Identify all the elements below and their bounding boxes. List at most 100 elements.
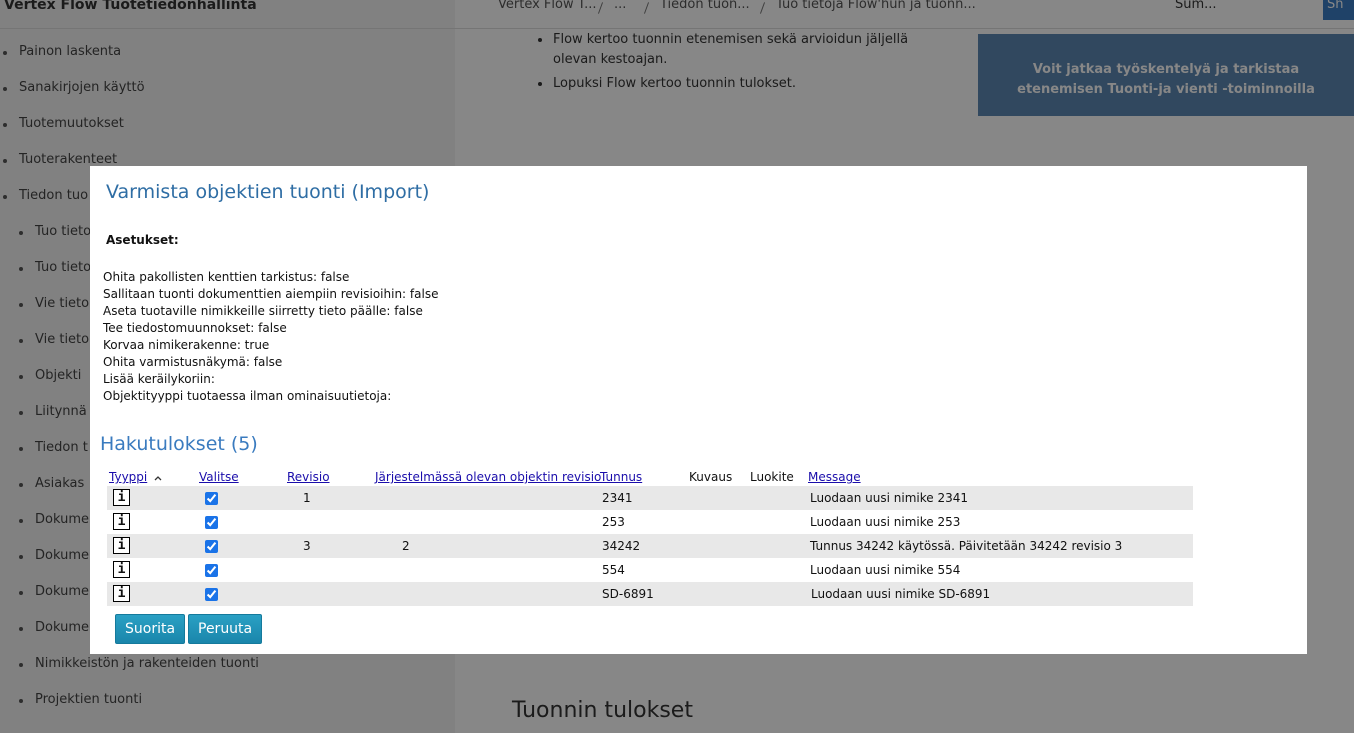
sidebar-item[interactable]: Dokume <box>35 512 89 527</box>
sidebar-bullet <box>19 591 23 595</box>
sidebar-bullet <box>19 447 23 451</box>
sidebar-bullet <box>19 339 23 343</box>
info-icon[interactable]: i <box>113 585 130 602</box>
info-icon[interactable]: i <box>113 489 130 506</box>
sidebar-bullet <box>19 627 23 631</box>
column-header[interactable]: Valitse <box>199 470 239 484</box>
cell-message: Luodaan uusi nimike 554 <box>810 563 961 577</box>
sidebar-bullet <box>19 555 23 559</box>
sidebar-bullet <box>3 195 7 199</box>
results-table: Tyyppi Valitse Revisio Järjestelmässä oleva… <box>107 466 1193 606</box>
dialog: Varmista objektien tuonti (Import) Asetu… <box>90 166 1307 654</box>
select-checkbox[interactable] <box>205 516 218 529</box>
info-icon[interactable]: i <box>113 537 130 554</box>
column-header: Luokite <box>750 470 794 484</box>
cell-system-revision: 2 <box>402 539 410 553</box>
sidebar-item[interactable]: Tuo tieto <box>35 260 92 275</box>
sidebar-item[interactable]: Liitynnä <box>35 404 87 419</box>
cell-id: 554 <box>602 563 625 577</box>
select-checkbox[interactable] <box>205 540 218 553</box>
sidebar-item[interactable]: Projektien tuonti <box>35 692 143 707</box>
cell-message: Luodaan uusi nimike 2341 <box>810 491 968 505</box>
content-heading: Tuonnin tulokset <box>512 698 693 723</box>
sidebar-item[interactable]: Tiedon t <box>35 440 88 455</box>
run-button[interactable]: Suorita <box>115 614 186 644</box>
setting-line: Korvaa nimikerakenne: true <box>103 338 270 352</box>
sidebar-item[interactable]: Sanakirjojen käyttö <box>19 80 145 95</box>
info-icon[interactable]: i <box>113 513 130 530</box>
column-header: Kuvaus <box>689 470 733 484</box>
sidebar-item[interactable]: Vie tieto <box>35 296 90 311</box>
notice-panel <box>978 34 1354 116</box>
results-heading: Hakutulokset (5) <box>100 433 258 455</box>
cancel-button[interactable]: Peruuta <box>188 614 263 644</box>
select-checkbox[interactable] <box>205 564 218 577</box>
sidebar-item[interactable]: Painon laskenta <box>19 44 122 59</box>
sidebar-bullet <box>19 375 23 379</box>
column-header[interactable]: Tunnus <box>600 470 643 484</box>
setting-line: Ohita pakollisten kenttien tarkistus: fa… <box>103 270 350 284</box>
sort-arrow <box>154 476 162 481</box>
content-text: Flow kertoo tuonnin etenemisen sekä arvi… <box>553 32 909 67</box>
info-icon[interactable]: i <box>113 561 130 578</box>
sidebar-item[interactable]: Vie tieto <box>35 332 90 347</box>
cell-message: Tunnus 34242 käytössä. Päivitetään 34242… <box>810 539 1123 553</box>
sort-indicator <box>154 476 162 481</box>
setting-line: Tee tiedostomuunnokset: false <box>103 321 287 335</box>
summary-label: Sum... <box>1175 0 1217 12</box>
sidebar-item[interactable]: Tuoterakenteet <box>19 152 118 167</box>
notice-text: Voit jatkaa työskentelyä ja tarkistaa et… <box>1017 62 1315 97</box>
top-bar <box>0 0 1354 29</box>
dialog-title: Varmista objektien tuonti (Import) <box>106 181 430 203</box>
sidebar-item[interactable]: Tiedon tuo <box>19 188 89 203</box>
sidebar-bullet <box>19 519 23 523</box>
setting-line: Sallitaan tuonti dokumenttien aiempiin r… <box>103 287 439 301</box>
sidebar-item[interactable]: Tuotemuutokset <box>19 116 124 131</box>
sidebar-item[interactable]: Nimikkeistön ja rakenteiden tuonti <box>35 656 259 671</box>
sidebar-bullet <box>3 51 7 55</box>
cell-id: 253 <box>602 515 625 529</box>
select-checkbox[interactable] <box>205 588 218 601</box>
setting-line: Lisää keräilykoriin: <box>103 372 215 386</box>
sidebar-item[interactable]: Dokume <box>35 584 89 599</box>
cell-revision: 3 <box>303 539 311 553</box>
sidebar-item[interactable]: Dokume <box>35 548 89 563</box>
setting-line: Ohita varmistusnäkymä: false <box>103 355 283 369</box>
column-header[interactable]: Message <box>808 470 861 484</box>
sidebar-item[interactable]: Asiakas <box>35 476 85 491</box>
sidebar-bullet <box>19 483 23 487</box>
sidebar-bullet <box>3 159 7 163</box>
table-row: i 1 2341 Luodaan uusi nimike 2341 <box>107 486 1193 510</box>
share-button[interactable] <box>1323 0 1354 20</box>
column-header[interactable]: Tyyppi <box>109 470 148 484</box>
sidebar-bullet <box>19 411 23 415</box>
cell-id: 34242 <box>602 539 641 553</box>
sidebar-item[interactable]: Dokume <box>35 620 89 635</box>
breadcrumb-item[interactable]: ... <box>614 0 627 12</box>
column-header[interactable]: Revisio <box>287 470 330 484</box>
setting-line: Objektityyppi tuotaessa ilman ominaisuut… <box>103 389 392 403</box>
column-header[interactable]: Järjestelmässä olevan objektin revisio <box>375 470 602 484</box>
app-title: Vertex Flow Tuotetiedonhallinta <box>4 0 257 13</box>
cell-message: Luodaan uusi nimike 253 <box>810 515 961 529</box>
select-checkbox[interactable] <box>205 492 218 505</box>
sidebar-bullet <box>19 231 23 235</box>
content-bullet <box>538 38 542 42</box>
breadcrumb-item[interactable]: Tiedon tuon... <box>660 0 750 12</box>
content-text: Lopuksi Flow kertoo tuonnin tulokset. <box>553 76 797 91</box>
content-bullet <box>538 82 542 86</box>
sidebar-item[interactable]: Objekti <box>35 368 82 383</box>
table-row: i 554 Luodaan uusi nimike 554 <box>107 558 1193 582</box>
sidebar-item[interactable]: Tuo tieto <box>35 224 92 239</box>
table-row: i SD-6891 Luodaan uusi nimike SD-6891 <box>107 582 1193 606</box>
setting-line: Aseta tuotaville nimikkeille siirretty t… <box>103 304 423 318</box>
table-row: i 253 Luodaan uusi nimike 253 <box>107 510 1193 534</box>
breadcrumb-item[interactable]: Vertex Flow T... <box>498 0 597 12</box>
sidebar-bullet <box>19 303 23 307</box>
share-label: Sh <box>1327 0 1344 12</box>
cell-id: SD-6891 <box>602 587 654 601</box>
sidebar-bullet <box>19 663 23 667</box>
breadcrumb-item[interactable]: Tuo tietoja Flow'hun ja tuonn... <box>776 0 976 12</box>
